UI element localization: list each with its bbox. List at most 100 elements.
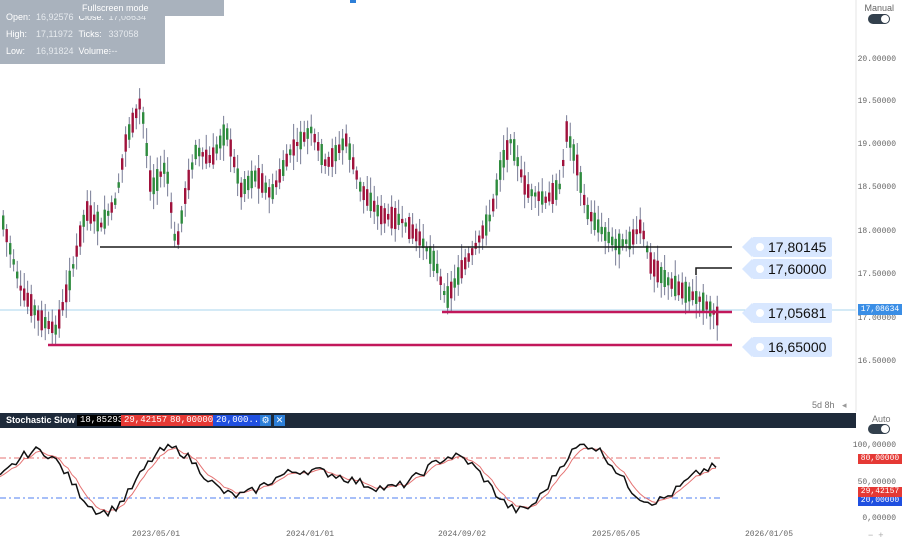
candle xyxy=(670,278,673,289)
candle xyxy=(233,156,236,168)
candle xyxy=(296,141,299,147)
candle xyxy=(58,309,61,329)
candle xyxy=(138,98,141,110)
settings-icon[interactable]: ⚙ xyxy=(260,415,271,426)
candle xyxy=(89,205,92,224)
level-line-17-60[interactable] xyxy=(695,267,732,275)
stoch-value-k: 18,85293 xyxy=(77,415,127,426)
candle xyxy=(124,134,127,152)
price-tick: 19.00000 xyxy=(857,140,896,149)
stoch-tick: 100,00000 xyxy=(852,441,896,450)
volume-value: --- xyxy=(108,46,118,56)
zoom-out-icon[interactable]: − xyxy=(868,530,874,540)
candle xyxy=(33,305,36,316)
current-price-badge: 17,08634 xyxy=(858,304,902,315)
timeframe-label: 5d 8h xyxy=(812,400,835,410)
candle xyxy=(481,225,484,239)
candle xyxy=(635,229,638,235)
candle xyxy=(387,213,390,220)
auto-toggle[interactable] xyxy=(868,424,890,434)
candle xyxy=(579,172,582,193)
candle xyxy=(327,156,330,167)
candle xyxy=(51,321,54,334)
level-tag-17-80[interactable]: 17,80145 xyxy=(742,237,832,257)
candle xyxy=(464,257,467,270)
candle xyxy=(688,286,691,302)
zoom-in-icon[interactable]: + xyxy=(878,530,884,540)
candle xyxy=(303,132,306,142)
stoch-oversold: 20,000... xyxy=(213,415,268,426)
candle xyxy=(184,188,187,204)
candle xyxy=(5,229,8,243)
level-handle-icon[interactable] xyxy=(756,343,764,351)
level-handle-icon[interactable] xyxy=(756,309,764,317)
candle xyxy=(9,243,12,255)
candle xyxy=(618,233,621,255)
candle xyxy=(75,245,78,257)
candle xyxy=(432,250,435,271)
candle xyxy=(684,281,687,303)
candle xyxy=(79,225,82,247)
high-value: 17,11972 xyxy=(36,29,73,39)
stoch-value-d: 29,42157 xyxy=(121,415,171,426)
candle xyxy=(208,154,211,164)
candle xyxy=(334,145,337,162)
candle xyxy=(663,269,666,288)
candle xyxy=(632,229,635,245)
price-chart[interactable] xyxy=(0,0,904,412)
x-date-label: 2024/09/02 xyxy=(438,530,487,539)
candle xyxy=(590,211,593,222)
candle xyxy=(68,270,71,291)
manual-toggle[interactable] xyxy=(868,14,890,24)
candle xyxy=(152,177,155,195)
close-label: Close: xyxy=(78,12,105,22)
candle xyxy=(478,235,481,243)
stoch-overbought: 80,00000 xyxy=(167,415,217,426)
candle xyxy=(611,236,614,246)
level-value: 16,65000 xyxy=(768,339,827,355)
candle xyxy=(625,239,628,244)
level-tag-17-05[interactable]: 17,05681 xyxy=(742,303,832,323)
candle xyxy=(159,171,162,177)
candle xyxy=(555,180,558,200)
candle xyxy=(649,252,652,274)
candle xyxy=(537,191,540,202)
open-label: Open: xyxy=(6,12,31,22)
price-tick: 18.00000 xyxy=(857,227,896,236)
candle xyxy=(47,320,50,330)
level-tag-16-65[interactable]: 16,65000 xyxy=(742,337,832,357)
price-tick: 20.00000 xyxy=(857,55,896,64)
candle xyxy=(240,182,243,198)
level-value: 17,60000 xyxy=(768,261,827,277)
candle xyxy=(236,168,239,184)
candle xyxy=(191,162,194,170)
stoch-tick: 50,00000 xyxy=(857,478,896,487)
candle xyxy=(457,267,460,285)
candle xyxy=(509,139,512,144)
candle xyxy=(54,324,57,335)
candle xyxy=(604,227,607,241)
candle xyxy=(82,214,85,227)
candle xyxy=(320,144,323,165)
close-icon[interactable]: ✕ xyxy=(274,415,285,426)
candle xyxy=(26,292,29,307)
candle xyxy=(695,291,698,304)
candle xyxy=(306,128,309,139)
scroll-left-icon[interactable]: ◂ xyxy=(842,400,847,410)
candle xyxy=(600,226,603,235)
level-handle-icon[interactable] xyxy=(756,243,764,251)
level-handle-icon[interactable] xyxy=(756,265,764,273)
candle xyxy=(656,260,659,283)
level-tag-17-60[interactable]: 17,60000 xyxy=(742,259,832,279)
x-date-label: 2025/05/05 xyxy=(592,530,641,539)
candle xyxy=(222,124,225,146)
candle xyxy=(313,133,316,143)
stochastic-chart[interactable] xyxy=(0,428,856,528)
candle xyxy=(352,157,355,170)
candle xyxy=(516,157,519,167)
candle xyxy=(425,247,428,252)
candle xyxy=(586,204,589,220)
candle xyxy=(681,282,684,299)
candle xyxy=(677,281,680,296)
candle xyxy=(261,173,264,193)
